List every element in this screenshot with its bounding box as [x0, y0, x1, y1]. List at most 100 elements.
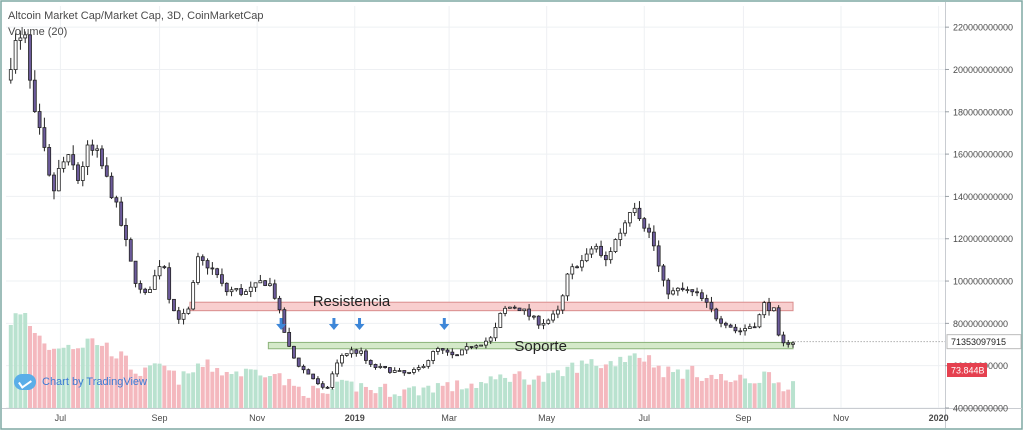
candle-body: [426, 360, 431, 367]
volume-bar: [440, 385, 445, 408]
volume-bar: [8, 324, 13, 408]
candle-body: [762, 302, 767, 316]
volume-bar: [435, 383, 440, 408]
candle-body: [464, 346, 469, 351]
volume-bar: [589, 359, 594, 408]
volume-bar: [743, 378, 748, 408]
candle-body: [791, 342, 795, 345]
candle-body: [258, 280, 263, 284]
candle-body: [128, 239, 133, 262]
candle-body: [412, 368, 416, 373]
volume-bar: [387, 396, 392, 408]
candle-body: [100, 148, 104, 167]
candle-body: [714, 308, 719, 320]
volume-bar: [416, 395, 421, 408]
volume-bar: [258, 375, 263, 408]
candle-body: [109, 175, 114, 199]
x-tick-label: Mar: [441, 413, 457, 423]
volume-bar: [704, 378, 709, 408]
candle-body: [455, 354, 460, 357]
candle-body: [306, 369, 311, 375]
candle-body: [172, 298, 176, 312]
candle-body: [421, 365, 426, 369]
candle-body: [114, 197, 119, 203]
volume-bar: [119, 351, 124, 408]
candle-body: [90, 144, 95, 151]
candle-body: [752, 326, 757, 329]
candle-body: [723, 322, 728, 326]
volume-bar: [71, 349, 76, 408]
volume-bar: [186, 373, 191, 408]
candle-body: [272, 283, 277, 299]
volume-bar: [613, 366, 618, 408]
volume-bar: [483, 383, 488, 408]
volume-bar: [37, 335, 42, 408]
x-tick-label: 2020: [929, 413, 949, 423]
candle-body: [296, 357, 301, 367]
volume-bar: [541, 381, 546, 408]
volume-bar: [152, 363, 157, 408]
volume-bar: [47, 349, 52, 408]
candle-body: [584, 253, 589, 262]
volume-bar: [637, 357, 642, 408]
volume-bar: [85, 338, 90, 408]
volume-bar: [402, 389, 407, 408]
candle-body: [138, 283, 143, 290]
candle-body: [349, 349, 354, 355]
volume-bar: [205, 359, 210, 408]
candle-body: [555, 309, 560, 315]
volume-bar: [66, 344, 71, 408]
volume-bar: [128, 369, 133, 408]
volume-bar: [599, 368, 604, 408]
candle-body: [66, 154, 71, 163]
volume-bar: [315, 388, 320, 408]
candle-body: [354, 349, 359, 354]
candle-body: [8, 69, 13, 81]
candle-body: [474, 345, 479, 348]
candle-body: [210, 267, 215, 270]
down-arrow-icon: [276, 318, 287, 330]
candle-body: [776, 307, 781, 336]
attribution-label: Chart by TradingView: [42, 376, 147, 388]
volume-bar: [349, 381, 354, 408]
volume-bar: [666, 366, 671, 408]
candle-body: [618, 232, 623, 240]
volume-bar: [565, 366, 570, 408]
volume-indicator-label[interactable]: Volume (20): [8, 26, 68, 38]
volume-bar: [109, 356, 114, 408]
candle-body: [690, 289, 695, 293]
candle-body: [378, 366, 383, 368]
candle-body: [719, 318, 723, 324]
candle-body: [661, 265, 666, 281]
candle-body: [675, 287, 680, 292]
volume-bar: [632, 353, 637, 408]
volume-bar: [282, 385, 287, 408]
candle-body: [642, 218, 647, 229]
candle-body: [613, 239, 618, 252]
volume-bar: [27, 325, 32, 408]
candle-body: [627, 212, 632, 224]
candle-body: [42, 127, 47, 148]
volume-bar: [522, 379, 527, 408]
volume-bar: [215, 367, 220, 408]
candle-body: [52, 174, 56, 192]
volume-bar: [162, 365, 167, 408]
tradingview-attribution[interactable]: Chart by TradingView: [14, 374, 147, 390]
chart-title: Altcoin Market Cap/Market Cap, 3D, CoinM…: [8, 10, 264, 22]
candle-body: [680, 287, 685, 291]
candle-body: [695, 291, 699, 294]
y-tick-label: 220000000000: [953, 23, 1013, 33]
y-tick-label: 160000000000: [953, 150, 1013, 160]
volume-bar: [517, 371, 522, 408]
candle-body: [512, 306, 517, 309]
candle-body: [541, 323, 546, 326]
candle-body: [738, 330, 743, 333]
candle-body: [325, 386, 330, 389]
candle-body: [407, 371, 412, 374]
candle-body: [344, 353, 349, 356]
candle-body: [340, 355, 344, 364]
volume-bar: [51, 348, 56, 408]
